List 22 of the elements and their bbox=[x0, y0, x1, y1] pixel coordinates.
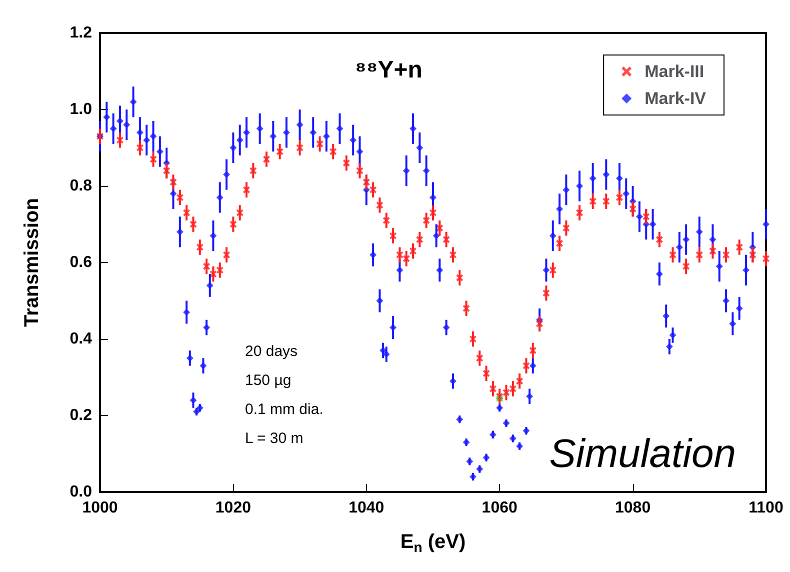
annotation: 150 µg bbox=[245, 372, 292, 389]
annotation: 20 days bbox=[245, 343, 298, 360]
legend-label: Mark-III bbox=[644, 62, 704, 81]
y-tick-label: 0.8 bbox=[70, 178, 92, 194]
annotation: Simulation bbox=[549, 432, 736, 476]
y-tick-label: 0.6 bbox=[70, 254, 92, 271]
x-tick-label: 1040 bbox=[348, 500, 384, 516]
x-tick-label: 1060 bbox=[482, 500, 518, 516]
annotation: L = 30 m bbox=[245, 430, 304, 447]
y-tick-label: 0.4 bbox=[70, 330, 92, 348]
legend-label: Mark-IV bbox=[644, 89, 707, 108]
y-tick-label: 0.2 bbox=[70, 407, 92, 424]
annotation: 0.1 mm dia. bbox=[245, 401, 324, 418]
y-tick-label: 1.2 bbox=[70, 24, 92, 42]
text: ⁸⁸Y+n bbox=[355, 56, 422, 84]
y-tick-label: 1.0 bbox=[70, 101, 92, 118]
x-tick-label: 1000 bbox=[82, 500, 118, 516]
x-tick-label: 1100 bbox=[748, 500, 784, 516]
x-tick-label: 1020 bbox=[215, 500, 252, 516]
y-tick-label: 0.0 bbox=[70, 484, 92, 500]
y-axis-title: Transmission bbox=[21, 198, 43, 327]
x-tick-label: 1080 bbox=[615, 500, 651, 516]
